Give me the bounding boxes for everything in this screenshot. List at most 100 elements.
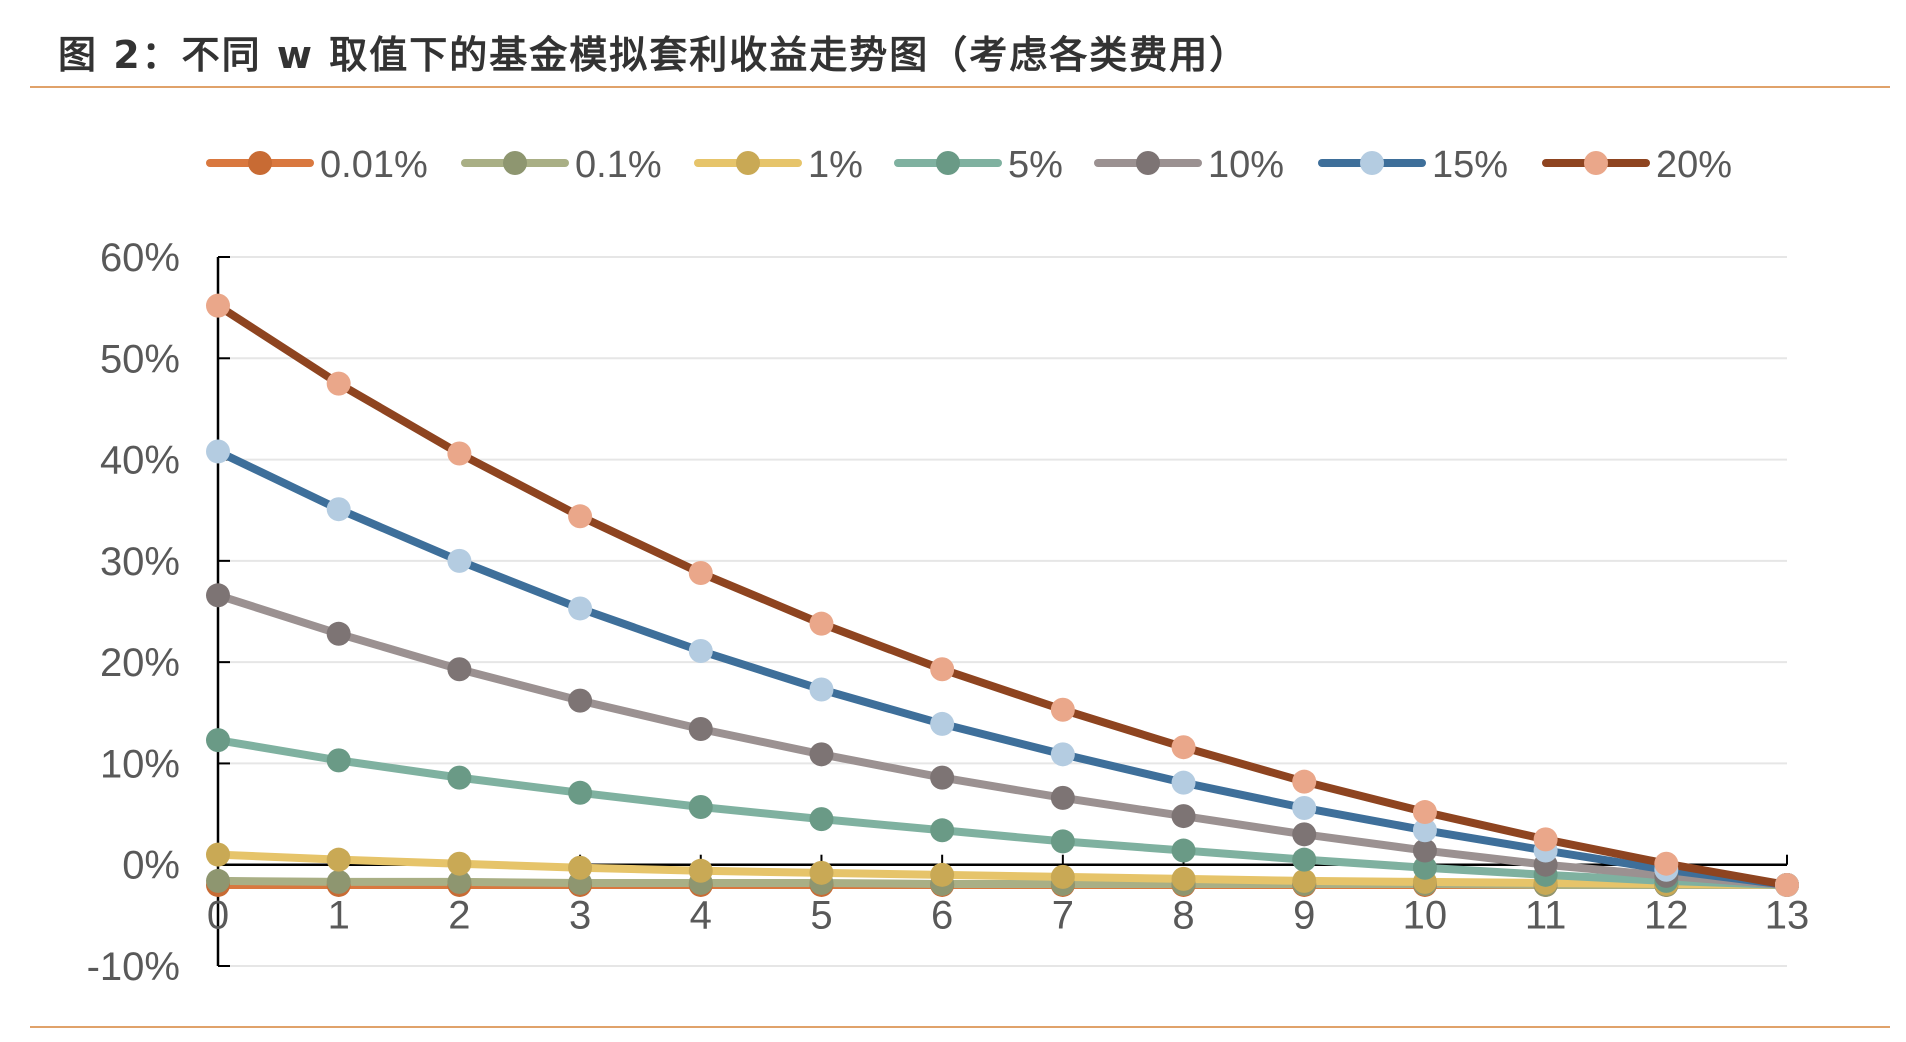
data-point bbox=[1412, 818, 1437, 843]
x-tick-label: 0 bbox=[207, 894, 229, 938]
data-point bbox=[1412, 800, 1437, 825]
data-point bbox=[688, 858, 713, 883]
data-point bbox=[447, 869, 472, 894]
legend: 0.01% 0.1% 1% 5% 10% 15% 20% bbox=[206, 144, 1732, 186]
data-point bbox=[1050, 742, 1075, 767]
data-point bbox=[1412, 838, 1437, 863]
axes: -10%0%10%20%30%40%50%60%0 1 2 3 4 5 6 7 8 9 10 11 12… bbox=[87, 236, 1810, 989]
data-point bbox=[809, 742, 834, 767]
x-tick-label: 7 bbox=[1052, 894, 1074, 938]
data-point bbox=[1292, 769, 1317, 794]
y-tick-label: 40% bbox=[100, 439, 180, 483]
data-point bbox=[1171, 838, 1196, 863]
data-point bbox=[568, 504, 593, 529]
data-point bbox=[1292, 822, 1317, 847]
x-tick-label: 9 bbox=[1293, 894, 1315, 938]
x-tick-label: 12 bbox=[1644, 894, 1689, 938]
x-tick-label: 5 bbox=[810, 894, 832, 938]
y-tick-label: 30% bbox=[100, 540, 180, 584]
y-tick-label: 50% bbox=[100, 337, 180, 381]
y-tick-label: 60% bbox=[100, 236, 180, 280]
data-point bbox=[206, 439, 230, 464]
data-point bbox=[1292, 868, 1317, 893]
data-point bbox=[206, 728, 230, 753]
data-point bbox=[1171, 866, 1196, 891]
data-point bbox=[206, 868, 230, 893]
legend-label: 0.01% bbox=[320, 144, 428, 186]
y-tick-label: 10% bbox=[100, 742, 180, 786]
legend-swatch-marker bbox=[736, 151, 760, 175]
data-point bbox=[809, 860, 834, 885]
legend-label: 20% bbox=[1656, 144, 1732, 186]
data-point bbox=[447, 548, 472, 573]
data-point bbox=[326, 847, 351, 872]
data-point bbox=[326, 621, 351, 646]
data-point bbox=[930, 711, 955, 736]
series-markers bbox=[206, 293, 1799, 897]
legend-swatch-marker bbox=[503, 151, 527, 175]
data-point bbox=[326, 869, 351, 894]
x-tick-label: 2 bbox=[448, 894, 470, 938]
legend-swatch-marker bbox=[1360, 151, 1384, 175]
data-point bbox=[206, 293, 230, 318]
x-tick-label: 10 bbox=[1403, 894, 1448, 938]
x-tick-label: 3 bbox=[569, 894, 591, 938]
legend-swatch-marker bbox=[248, 151, 272, 175]
data-point bbox=[206, 583, 230, 608]
data-point bbox=[1050, 864, 1075, 889]
grid-lines bbox=[218, 256, 1787, 967]
y-tick-label: 0% bbox=[122, 844, 180, 888]
x-tick-label: 8 bbox=[1172, 894, 1194, 938]
x-tick-label: 6 bbox=[931, 894, 953, 938]
legend-label: 10% bbox=[1208, 144, 1284, 186]
data-point bbox=[326, 748, 351, 773]
y-tick-label: 20% bbox=[100, 641, 180, 685]
data-point bbox=[1775, 872, 1799, 897]
data-point bbox=[1050, 785, 1075, 810]
data-point bbox=[1292, 847, 1317, 872]
data-point bbox=[568, 855, 593, 880]
data-point bbox=[930, 818, 955, 843]
legend-label: 15% bbox=[1432, 144, 1508, 186]
data-point bbox=[1050, 829, 1075, 854]
x-tick-label: 1 bbox=[328, 894, 350, 938]
data-point bbox=[930, 657, 955, 682]
data-point bbox=[688, 794, 713, 819]
data-point bbox=[930, 862, 955, 887]
legend-label: 5% bbox=[1008, 144, 1063, 186]
data-point bbox=[688, 639, 713, 664]
series-line-10% bbox=[214, 591, 1791, 889]
series-line-1% bbox=[214, 850, 1791, 889]
data-point bbox=[688, 561, 713, 586]
data-point bbox=[447, 441, 472, 466]
data-point bbox=[1171, 735, 1196, 760]
figure-title: 图 2：不同 w 取值下的基金模拟套利收益走势图（考虑各类费用） bbox=[58, 33, 1250, 77]
data-point bbox=[809, 807, 834, 832]
series-line-15% bbox=[214, 447, 1791, 889]
top-divider bbox=[30, 86, 1890, 88]
data-point bbox=[809, 611, 834, 636]
series-lines bbox=[214, 301, 1791, 889]
data-point bbox=[1292, 795, 1317, 820]
data-point bbox=[688, 716, 713, 741]
data-point bbox=[447, 851, 472, 876]
x-tick-label: 13 bbox=[1765, 894, 1810, 938]
bottom-divider bbox=[30, 1026, 1890, 1028]
data-point bbox=[568, 596, 593, 621]
data-point bbox=[326, 371, 351, 396]
data-point bbox=[568, 688, 593, 713]
data-point bbox=[447, 657, 472, 682]
data-point bbox=[206, 842, 230, 867]
series-line-5% bbox=[214, 736, 1791, 889]
data-point bbox=[809, 677, 834, 702]
data-point bbox=[1533, 827, 1558, 852]
x-tick-label: 11 bbox=[1525, 894, 1567, 938]
data-point bbox=[1050, 697, 1075, 722]
data-point bbox=[1171, 770, 1196, 795]
data-point bbox=[930, 765, 955, 790]
data-point bbox=[1171, 804, 1196, 829]
data-point bbox=[326, 497, 351, 522]
data-point bbox=[447, 765, 472, 790]
legend-swatch-marker bbox=[1136, 151, 1160, 175]
